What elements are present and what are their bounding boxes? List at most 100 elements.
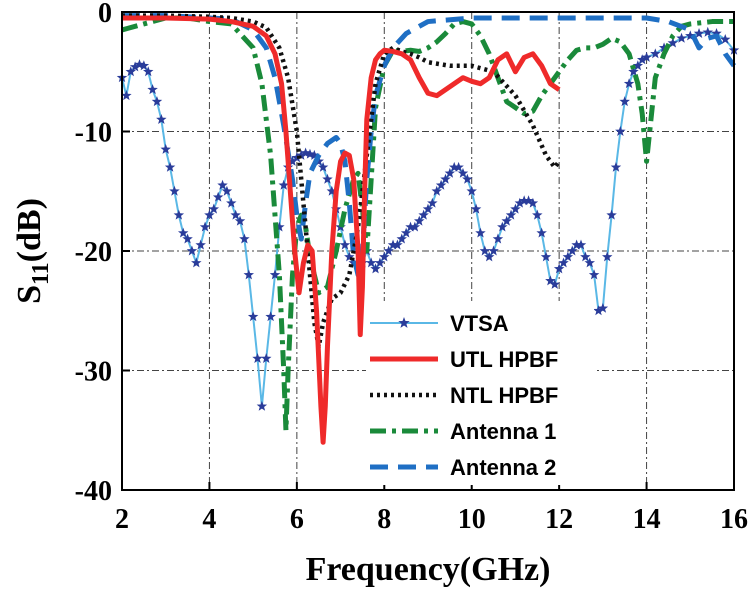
series-point-vtsa xyxy=(658,42,670,53)
legend-label: Antenna 2 xyxy=(450,455,556,480)
series-point-vtsa xyxy=(234,215,246,226)
series-point-vtsa xyxy=(466,185,477,196)
series-point-vtsa xyxy=(641,51,652,62)
series-point-vtsa xyxy=(584,257,595,268)
series-point-vtsa xyxy=(400,227,412,238)
series-point-vtsa xyxy=(567,245,578,256)
series-point-vtsa xyxy=(239,233,250,244)
series-point-vtsa xyxy=(221,185,233,196)
legend-label: UTL HPBF xyxy=(450,347,558,372)
series-ntl-hpbf xyxy=(122,13,561,349)
series-point-vtsa xyxy=(449,161,460,172)
series-point-vtsa xyxy=(291,152,303,163)
axis-ticks: 2 4 6 8 10 12 14 16 0 -10 -20 -30 -40 xyxy=(75,0,748,535)
series-point-vtsa xyxy=(505,209,517,220)
series-point-vtsa xyxy=(549,278,560,289)
legend-item-vtsa: VTSA xyxy=(370,311,509,336)
series-point-vtsa xyxy=(619,96,630,107)
series-point-vtsa xyxy=(392,239,403,250)
series-point-vtsa xyxy=(453,161,464,172)
series-point-vtsa xyxy=(121,90,132,101)
series-point-vtsa xyxy=(667,37,679,48)
series-point-vtsa xyxy=(540,251,552,262)
series-point-vtsa xyxy=(462,173,473,184)
series-point-vtsa xyxy=(195,239,206,250)
series-point-vtsa xyxy=(702,26,713,37)
series-point-vtsa xyxy=(326,185,338,196)
series-point-vtsa xyxy=(571,239,582,250)
series-point-vtsa xyxy=(339,239,351,250)
series-point-vtsa xyxy=(650,48,661,59)
legend-label: Antenna 1 xyxy=(450,419,556,444)
y-tick-label: -10 xyxy=(75,118,112,149)
series-point-vtsa xyxy=(711,28,722,38)
series-point-vtsa xyxy=(562,251,574,262)
series-utl-hpbf xyxy=(122,15,561,445)
series-point-vtsa xyxy=(269,269,281,280)
series-point-vtsa xyxy=(186,245,198,256)
series-point-vtsa xyxy=(344,251,355,262)
series-point-vtsa xyxy=(492,233,504,244)
series-point-vtsa xyxy=(479,245,491,256)
series-point-vtsa xyxy=(265,311,276,322)
series-point-vtsa xyxy=(488,245,499,256)
series-point-vtsa xyxy=(431,185,442,196)
legend-item-antenna-2: Antenna 2 xyxy=(370,455,556,480)
series-point-vtsa xyxy=(588,269,600,280)
series-point-vtsa xyxy=(252,353,263,363)
y-tick-label: 0 xyxy=(98,0,112,29)
series-point-vtsa xyxy=(418,209,429,220)
series-point-vtsa xyxy=(527,197,539,208)
series-point-vtsa xyxy=(606,209,617,220)
series-point-vtsa xyxy=(610,161,622,172)
series-point-vtsa xyxy=(365,257,377,268)
series-point-vtsa xyxy=(720,33,731,44)
x-tick-label: 2 xyxy=(115,504,129,535)
series-point-vtsa xyxy=(518,195,530,206)
series-point-vtsa xyxy=(501,215,512,226)
legend-item-antenna-1: Antenna 1 xyxy=(370,419,556,444)
series-point-vtsa xyxy=(247,311,259,322)
series-point-vtsa xyxy=(685,30,696,41)
series-point-vtsa xyxy=(558,257,569,268)
series-point-vtsa xyxy=(370,263,381,274)
series-point-vtsa xyxy=(444,167,456,178)
series-point-vtsa xyxy=(536,227,547,238)
series-point-vtsa xyxy=(296,149,307,160)
legend-background xyxy=(366,301,594,485)
series-point-vtsa xyxy=(623,78,635,89)
series-point-vtsa xyxy=(383,245,394,256)
svg-text:S11(dB): S11(dB) xyxy=(11,198,54,304)
x-tick-label: 16 xyxy=(720,504,748,535)
series-point-vtsa xyxy=(230,209,241,220)
series-point-vtsa xyxy=(597,302,609,313)
series-point-vtsa xyxy=(243,269,254,280)
y-axis-label: S11(dB) xyxy=(11,198,54,304)
series-point-vtsa xyxy=(278,179,289,190)
x-tick-label: 4 xyxy=(202,504,216,535)
series-point-vtsa xyxy=(435,179,447,190)
series-point-vtsa xyxy=(169,185,180,196)
series-point-vtsa xyxy=(129,61,141,72)
series-point-vtsa xyxy=(199,221,211,232)
series-point-vtsa xyxy=(204,209,215,220)
series-point-vtsa xyxy=(440,173,451,184)
series-point-vtsa xyxy=(483,251,495,262)
legend-label: VTSA xyxy=(450,311,509,336)
x-tick-label: 8 xyxy=(377,504,391,535)
legend-item-ntl-hpbf: NTL HPBF xyxy=(370,383,558,408)
series-line-ntl-hpbf xyxy=(122,13,561,349)
series-point-vtsa xyxy=(374,257,386,268)
series-point-vtsa xyxy=(580,251,591,262)
series-line-utl-hpbf xyxy=(122,15,561,445)
series-point-vtsa xyxy=(156,114,167,124)
series-point-vtsa xyxy=(261,353,272,363)
series-point-vtsa xyxy=(514,197,526,208)
y-axis-label-sub: 11 xyxy=(28,262,54,285)
y-axis-label-unit: (dB) xyxy=(11,198,48,262)
series-point-vtsa xyxy=(405,221,416,232)
series-point-vtsa xyxy=(575,239,587,250)
series-point-vtsa xyxy=(151,96,163,107)
y-tick-label: -20 xyxy=(75,237,112,268)
series-point-vtsa xyxy=(523,195,534,206)
